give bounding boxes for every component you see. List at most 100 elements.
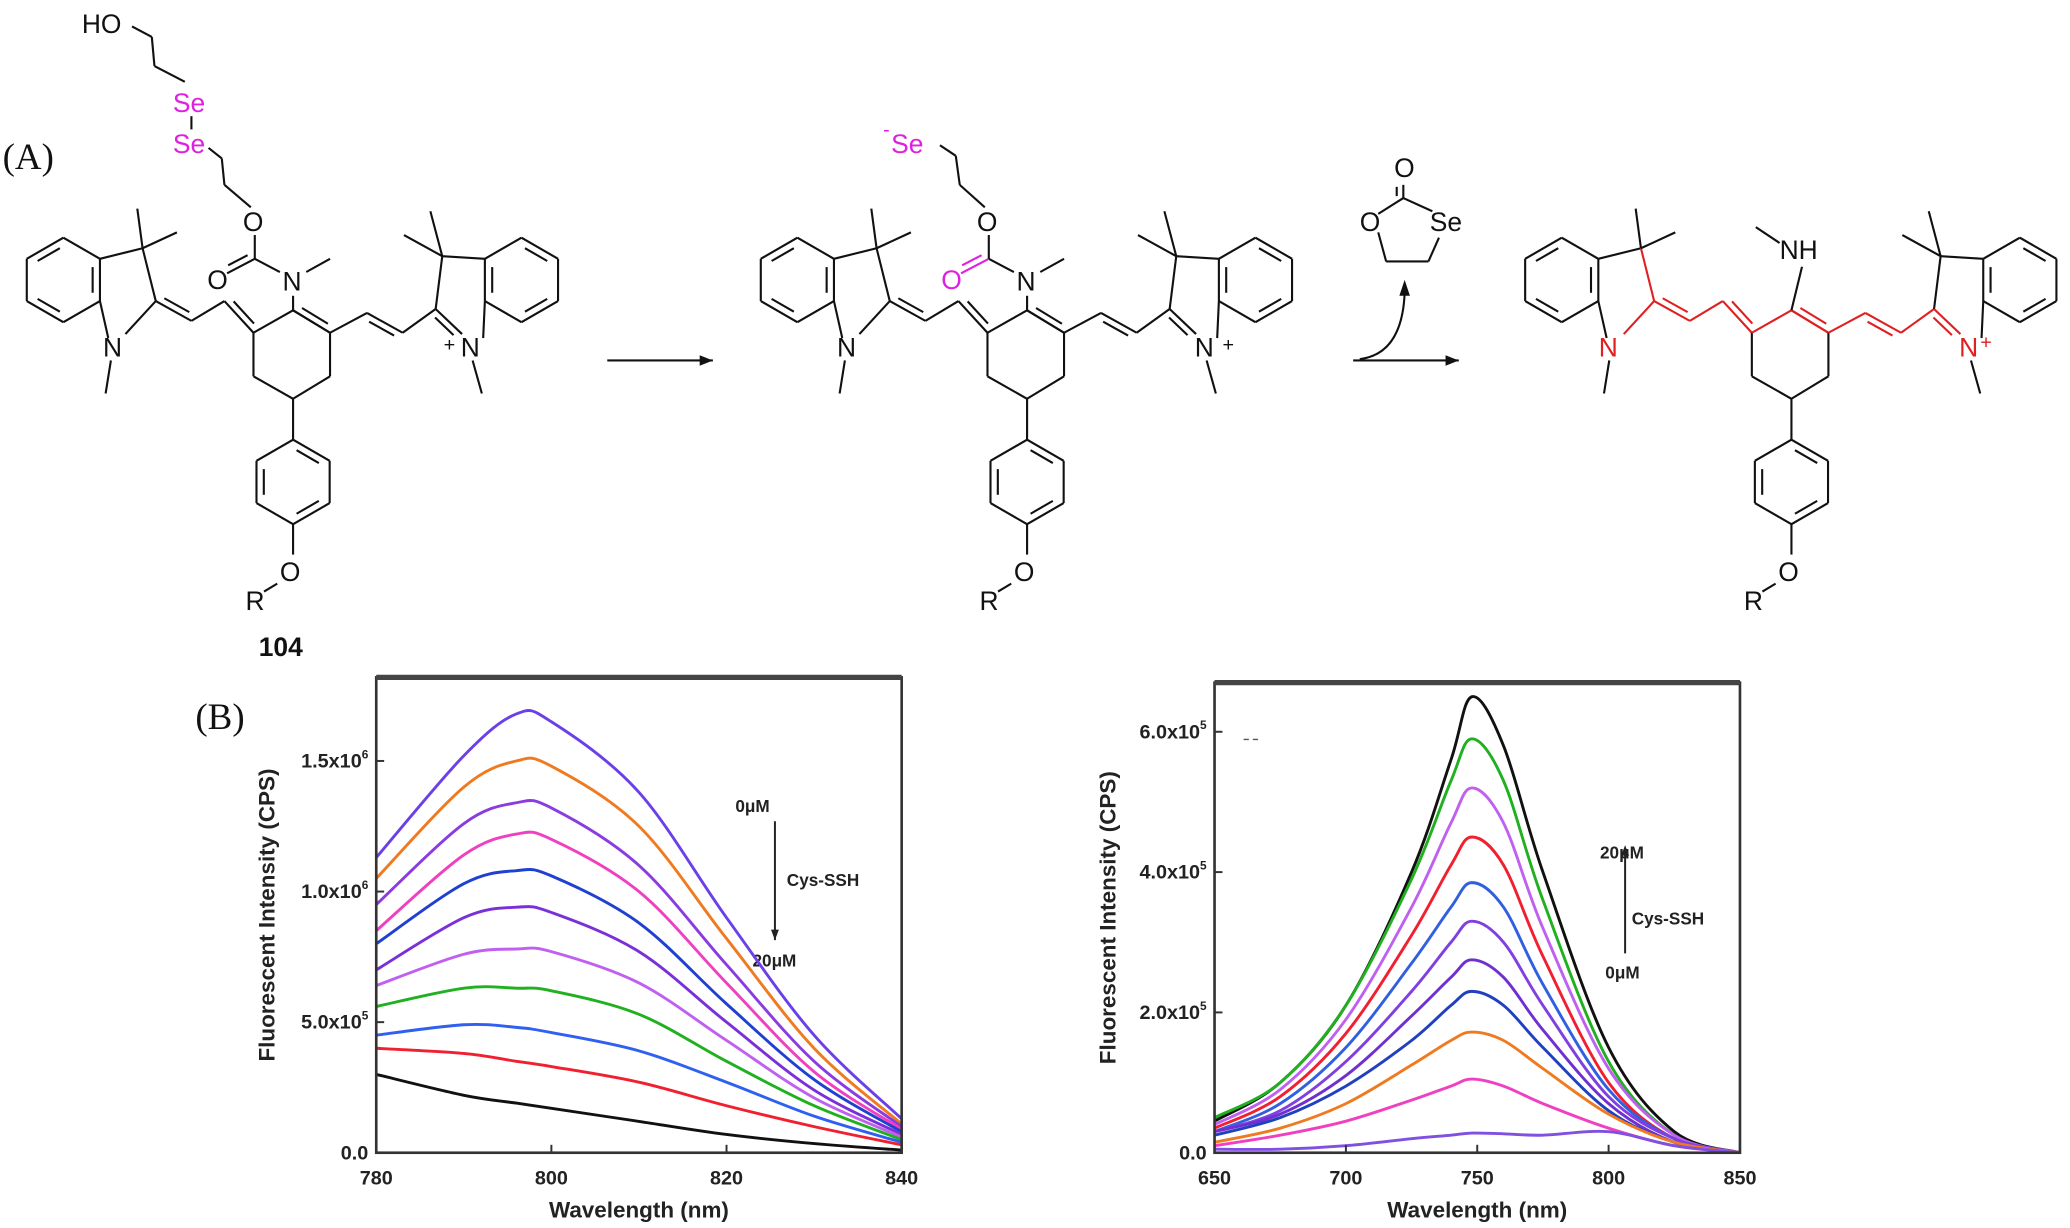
bond xyxy=(1035,307,1063,325)
y-tick-label: 5.0x105 xyxy=(301,1009,369,1034)
bond xyxy=(252,309,294,334)
bond xyxy=(2022,247,2047,262)
bond xyxy=(429,210,444,257)
bond xyxy=(889,300,926,322)
x-tick-label: 750 xyxy=(1461,1167,1494,1189)
arrowhead-icon xyxy=(1399,279,1410,296)
y-tick-label: 1.5x106 xyxy=(301,747,369,772)
series-line-1 xyxy=(376,709,902,1120)
bond xyxy=(484,236,522,260)
charge-plus: + xyxy=(1980,332,1992,354)
bond xyxy=(1524,236,1563,260)
bond xyxy=(961,254,983,267)
bond xyxy=(442,255,485,260)
bond xyxy=(796,236,835,260)
bond xyxy=(1168,316,1189,336)
bond xyxy=(1761,582,1777,593)
bond xyxy=(482,301,486,339)
bond xyxy=(1754,438,1792,462)
bond xyxy=(1258,247,1282,262)
bond xyxy=(1751,309,1792,334)
y-axis-title: Fluorescent Intensity (CPS) xyxy=(1096,771,1121,1064)
y-tick-label: 0.0 xyxy=(341,1142,369,1164)
bond xyxy=(1039,257,1065,273)
bond xyxy=(1258,297,1282,313)
bond xyxy=(832,300,844,339)
y-tick-label: 1.0x106 xyxy=(301,878,369,903)
bond xyxy=(1597,300,1608,339)
bond xyxy=(833,247,877,260)
bond xyxy=(520,300,559,324)
atom-n-right: N xyxy=(1195,333,1214,363)
atom-r: R xyxy=(980,586,999,616)
charge-plus: + xyxy=(1222,334,1234,356)
bond xyxy=(1063,312,1102,334)
bond xyxy=(150,36,156,67)
atom-n-left: N xyxy=(103,333,122,363)
atom-se-anion: Se xyxy=(891,129,923,159)
bond xyxy=(1561,236,1599,260)
atom-n-left: N xyxy=(1599,333,1618,363)
bond xyxy=(520,236,559,260)
y-tick-label: 6.0x105 xyxy=(1139,718,1207,743)
bond xyxy=(989,502,1028,526)
bond xyxy=(988,257,1015,273)
y-tick-label: 2.0x105 xyxy=(1139,999,1207,1024)
bond xyxy=(155,300,192,322)
bond xyxy=(771,297,795,313)
y-axis-title: Fluorescent Intensity (CPS) xyxy=(255,769,280,1062)
bond xyxy=(897,297,924,314)
structure-104: HO Se Se O O N N N + O R 104 xyxy=(82,9,480,662)
bond xyxy=(966,300,989,325)
bond xyxy=(875,247,891,302)
bond xyxy=(255,502,294,526)
series-line-5 xyxy=(376,867,902,1134)
chart-left: Fluorescent Intensity (CPS) Wavelength (… xyxy=(255,674,918,1222)
bond xyxy=(1754,502,1792,526)
compound-number: 104 xyxy=(259,632,303,662)
series-line-9 xyxy=(376,1022,902,1144)
arrowhead-icon xyxy=(770,929,779,941)
bond xyxy=(368,320,395,337)
series-line-10 xyxy=(376,1046,902,1147)
bond xyxy=(26,300,64,324)
x-tick-label: 780 xyxy=(360,1167,393,1189)
bond xyxy=(434,256,444,310)
series-line-11 xyxy=(1214,1129,1740,1153)
bond xyxy=(1867,320,1893,337)
bond xyxy=(296,499,320,515)
bond xyxy=(1790,375,1829,400)
bond xyxy=(771,247,795,262)
bond xyxy=(1168,308,1197,335)
x-axis-title: Wavelength (nm) xyxy=(1387,1197,1567,1222)
atom-ho: HO xyxy=(82,9,122,39)
bond xyxy=(471,360,483,394)
bond xyxy=(858,300,891,335)
reaction-scheme-bonds xyxy=(25,25,2058,593)
bond xyxy=(1030,449,1054,464)
bond xyxy=(1689,300,1724,322)
bond xyxy=(1136,308,1171,334)
bond xyxy=(329,312,368,334)
atom-se: Se xyxy=(173,88,205,118)
bond xyxy=(1100,312,1138,334)
series-line-3 xyxy=(1214,786,1740,1153)
chart-right: Fluorescent Intensity (CPS) Wavelength (… xyxy=(1096,680,1756,1222)
annotation-top: 0μM xyxy=(735,796,769,816)
bond xyxy=(1639,247,1656,302)
bond xyxy=(484,300,522,324)
bond xyxy=(227,254,249,267)
bond xyxy=(62,300,101,324)
bond xyxy=(1524,300,1563,324)
bond xyxy=(524,297,548,313)
bond xyxy=(1602,360,1611,394)
bond xyxy=(104,360,112,394)
bond xyxy=(1205,360,1217,394)
bond xyxy=(997,582,1012,593)
bond xyxy=(924,300,959,322)
bond xyxy=(207,147,223,160)
atom-o-carbonyl: O xyxy=(941,265,962,295)
bond xyxy=(434,316,455,336)
bond xyxy=(1751,375,1792,400)
arrowhead-icon xyxy=(699,355,713,366)
